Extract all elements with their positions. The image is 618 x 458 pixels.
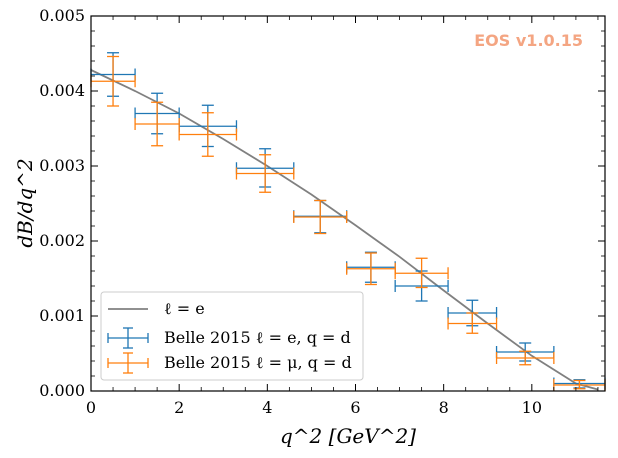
x-tick-label: 2 (174, 398, 184, 417)
y-tick-label: 0.001 (39, 306, 85, 325)
x-axis-label: q^2 [GeV^2] (280, 424, 416, 448)
series-2-point-9 (495, 350, 555, 366)
legend-series-1-label: Belle 2015 ℓ = e, q = d (164, 328, 351, 347)
y-tick-label: 0.003 (39, 156, 85, 175)
series-2-point-3 (178, 112, 238, 157)
plot-frame (90, 15, 606, 392)
x-tick-label: 6 (350, 398, 360, 417)
legend: ℓ = e Belle 2015 ℓ = e, q = d Belle 2015… (100, 291, 364, 381)
legend-series-2-swatch (107, 352, 149, 374)
y-tick-label: 0.004 (39, 81, 85, 100)
y-tick-label: 0.005 (39, 6, 85, 25)
legend-box (100, 291, 364, 381)
axis-layer: 0 2 4 6 8 10 0.000 0.001 0.002 0.003 0.004 0.005 (39, 6, 605, 417)
legend-line-label: ℓ = e (164, 299, 205, 318)
series-2-point-2 (134, 101, 180, 147)
legend-series-1-swatch (107, 327, 149, 349)
y-axis-label: dB/dq^2 (13, 158, 37, 247)
series-2-point-6 (346, 252, 396, 286)
series-2-point-4 (235, 154, 295, 193)
series-2-point-7 (394, 257, 449, 289)
x-tick-label: 4 (262, 398, 272, 417)
series-2-point-8 (447, 312, 498, 334)
watermark: EOS v1.0.15 (474, 31, 583, 50)
legend-series-2-label: Belle 2015 ℓ = μ, q = d (164, 353, 352, 372)
x-tick-label: 8 (439, 398, 449, 417)
y-tick-label: 0.000 (39, 381, 85, 400)
y-tick-label: 0.002 (39, 231, 85, 250)
x-tick-label: 10 (522, 398, 542, 417)
series-2-point-5 (293, 199, 348, 235)
x-tick-label: 0 (86, 398, 96, 417)
